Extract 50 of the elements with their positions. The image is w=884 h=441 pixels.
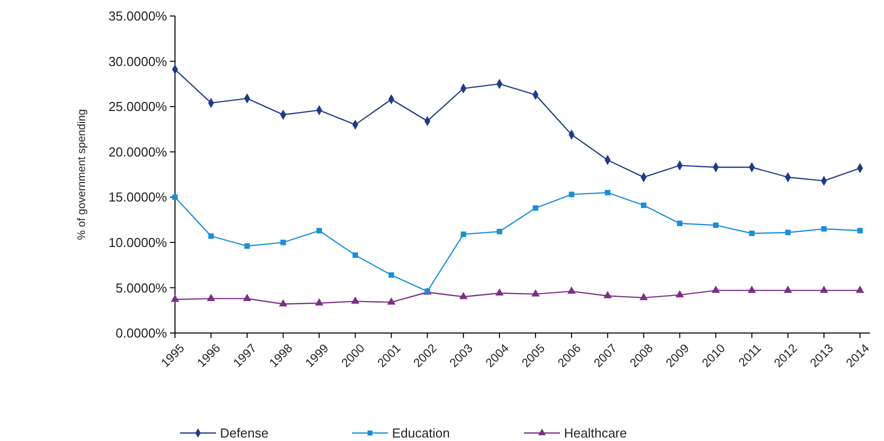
point bbox=[280, 240, 286, 246]
point bbox=[640, 202, 646, 208]
y-axis-title: % of government spending bbox=[76, 109, 88, 240]
point bbox=[821, 226, 827, 232]
point bbox=[531, 289, 540, 296]
point bbox=[640, 292, 648, 300]
point bbox=[206, 294, 216, 301]
point bbox=[351, 296, 360, 304]
point bbox=[495, 288, 504, 296]
point bbox=[713, 222, 719, 228]
legend-label: Defense bbox=[220, 426, 268, 441]
point bbox=[677, 220, 682, 226]
point bbox=[532, 205, 538, 211]
point bbox=[352, 252, 358, 258]
point bbox=[388, 272, 394, 278]
point bbox=[604, 190, 610, 196]
point bbox=[170, 294, 180, 302]
legend-label: Healthcare bbox=[564, 426, 627, 441]
point bbox=[460, 232, 466, 238]
point bbox=[784, 286, 792, 293]
point bbox=[244, 243, 250, 249]
point bbox=[568, 192, 574, 198]
point bbox=[749, 230, 755, 236]
y-tick-label: 10.0000% bbox=[108, 234, 168, 250]
y-tick-label: 0.0000% bbox=[116, 326, 168, 341]
y-tick-label: 25.0000% bbox=[108, 99, 168, 114]
point bbox=[712, 286, 720, 293]
y-tick-label: 20.0000% bbox=[108, 144, 168, 160]
point bbox=[748, 286, 756, 293]
point bbox=[676, 290, 684, 298]
point bbox=[172, 194, 178, 200]
point bbox=[316, 228, 322, 234]
y-tick-label: 35.0000% bbox=[108, 8, 168, 24]
y-tick-label: 15.0000% bbox=[108, 190, 168, 205]
y-tick-label: 30.0000% bbox=[108, 54, 168, 69]
point bbox=[603, 291, 612, 298]
point bbox=[857, 228, 863, 234]
point bbox=[242, 294, 252, 301]
point bbox=[820, 286, 828, 293]
point bbox=[785, 230, 791, 236]
point bbox=[387, 297, 396, 305]
point bbox=[278, 299, 288, 306]
point bbox=[567, 286, 576, 294]
legend-label: Education bbox=[392, 426, 450, 441]
y-tick-label: 5.0000% bbox=[116, 280, 168, 296]
point bbox=[856, 286, 864, 293]
point bbox=[496, 228, 502, 234]
point bbox=[315, 298, 324, 306]
point bbox=[459, 292, 468, 300]
point bbox=[208, 233, 214, 239]
